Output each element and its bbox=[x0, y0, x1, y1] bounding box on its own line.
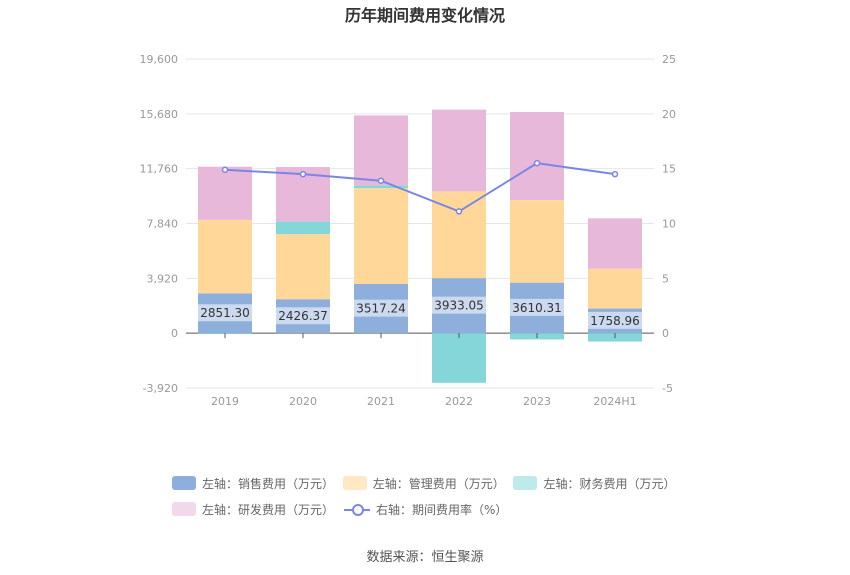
x-axis-tick-label: 2022 bbox=[445, 395, 473, 408]
bar-segment-3 bbox=[588, 218, 642, 269]
bar-segment-3 bbox=[510, 112, 564, 201]
legend-swatch-sales bbox=[172, 476, 196, 490]
left-axis-tick-label: 19,600 bbox=[140, 53, 179, 66]
legend-item-expense-rate[interactable]: 右轴：期间费用率（%） bbox=[344, 501, 544, 518]
right-axis-tick-label: 25 bbox=[662, 53, 676, 66]
expense-rate-point bbox=[221, 166, 229, 174]
data-label: 3610.31 bbox=[512, 301, 562, 315]
bar-segment-1 bbox=[354, 188, 408, 284]
bar-segment-1 bbox=[198, 219, 252, 294]
legend-label-rd: 左轴：研发费用（万元） bbox=[202, 502, 335, 517]
bar-segment-2 bbox=[354, 185, 408, 189]
legend-label-expense-rate: 右轴：期间费用率（%） bbox=[376, 502, 508, 517]
x-axis-tick-label: 2023 bbox=[523, 395, 551, 408]
right-axis-tick-label: 5 bbox=[662, 272, 669, 285]
chart-title: 历年期间费用变化情况 bbox=[344, 6, 505, 25]
chart-legend: 左轴：销售费用（万元） 左轴：管理费用（万元） 左轴：财务费用（万元） 左轴：研… bbox=[172, 470, 712, 522]
expense-rate-line bbox=[224, 162, 616, 213]
x-axis-tick-label: 2019 bbox=[211, 395, 239, 408]
data-label-bg bbox=[352, 299, 410, 317]
legend-swatch-rd bbox=[172, 502, 196, 516]
right-axis-tick-label: -5 bbox=[662, 382, 673, 395]
left-axis-tick-label: 0 bbox=[171, 327, 178, 340]
legend-label-admin: 左轴：管理费用（万元） bbox=[372, 476, 505, 491]
bar-segment-1 bbox=[510, 200, 564, 283]
left-axis-tick-label: -3,920 bbox=[143, 382, 178, 395]
left-axis-tick-label: 15,680 bbox=[140, 108, 179, 121]
legend-item-sales[interactable]: 左轴：销售费用（万元） bbox=[172, 475, 343, 492]
right-axis-tick-label: 20 bbox=[662, 108, 676, 121]
bar-segment-1 bbox=[588, 268, 642, 309]
right-axis-tick-label: 10 bbox=[662, 218, 676, 231]
x-axis-tick-label: 2020 bbox=[289, 395, 317, 408]
x-axis-tick-label: 2024H1 bbox=[593, 395, 636, 408]
expense-rate-point bbox=[299, 170, 307, 178]
left-axis-tick-label: 3,920 bbox=[147, 272, 179, 285]
data-label: 3933.05 bbox=[434, 299, 484, 313]
expense-rate-point bbox=[533, 159, 541, 167]
expense-rate-point bbox=[611, 170, 619, 178]
bar-segment-3 bbox=[354, 115, 408, 186]
legend-item-rd[interactable]: 左轴：研发费用（万元） bbox=[172, 501, 344, 518]
bar-segment-3 bbox=[432, 109, 486, 192]
bar-segment-1 bbox=[276, 234, 330, 300]
right-axis-tick-label: 0 bbox=[662, 327, 669, 340]
data-label-bg bbox=[274, 307, 332, 325]
bar-segment-1 bbox=[432, 191, 486, 279]
legend-item-admin[interactable]: 左轴：管理费用（万元） bbox=[342, 475, 514, 492]
data-label-bg bbox=[196, 304, 254, 322]
legend-swatch-expense-rate bbox=[344, 502, 370, 516]
right-axis-tick-label: 15 bbox=[662, 163, 676, 176]
data-label: 1758.96 bbox=[590, 314, 640, 328]
bar-segment-2 bbox=[276, 221, 330, 235]
data-source-note: 数据来源：恒生聚源 bbox=[366, 550, 484, 565]
chart-plot-area: -3,920 0 3,920 7,840 11,760 15,680 19,600 -5 0 5 1… bbox=[140, 53, 677, 408]
bar-segment-3 bbox=[198, 166, 252, 220]
left-axis-tick-label: 11,760 bbox=[140, 163, 179, 176]
legend-swatch-finance bbox=[513, 476, 538, 490]
legend-label-sales: 左轴：销售费用（万元） bbox=[202, 476, 335, 491]
expense-rate-point bbox=[455, 208, 463, 215]
expense-rate-point bbox=[377, 177, 385, 184]
data-label: 3517.24 bbox=[356, 302, 406, 316]
x-axis-tick-label: 2021 bbox=[367, 395, 395, 408]
data-label: 2851.30 bbox=[200, 306, 250, 320]
data-label-bg bbox=[430, 296, 488, 314]
bar-segment-2 bbox=[432, 333, 486, 383]
data-label-bg bbox=[586, 311, 644, 329]
data-label-bg bbox=[508, 298, 566, 316]
legend-item-finance[interactable]: 左轴：财务费用（万元） bbox=[513, 475, 712, 492]
data-label: 2426.37 bbox=[278, 309, 328, 323]
legend-swatch-admin bbox=[342, 476, 367, 490]
left-axis-tick-label: 7,840 bbox=[147, 218, 179, 231]
legend-label-finance: 左轴：财务费用（万元） bbox=[543, 476, 676, 491]
